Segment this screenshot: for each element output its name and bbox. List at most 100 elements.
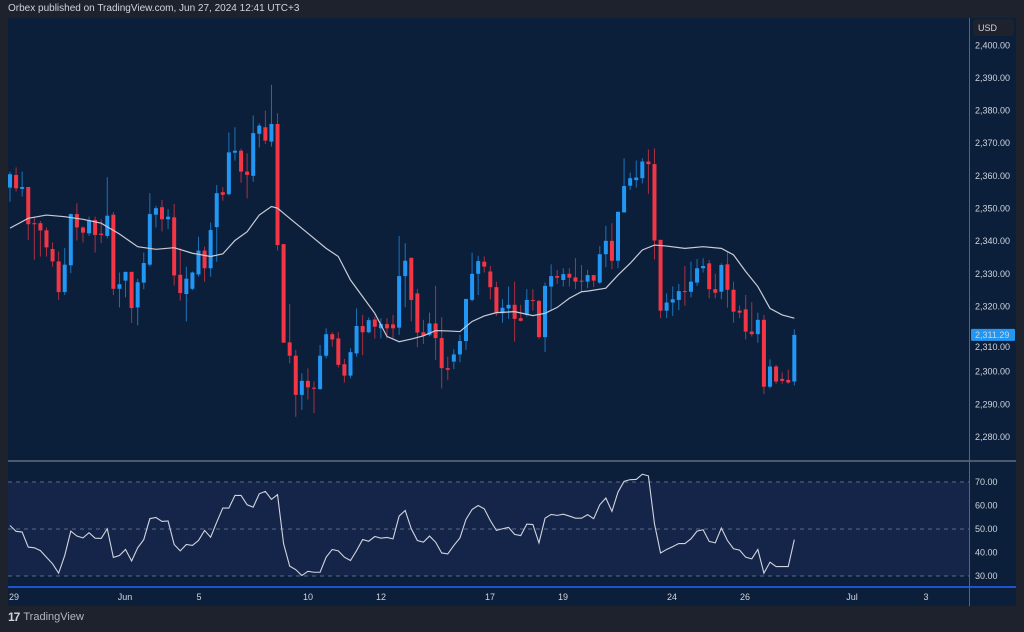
candle-body bbox=[384, 324, 389, 329]
tradingview-logo-icon[interactable]: 17 bbox=[8, 610, 20, 624]
candle bbox=[670, 286, 675, 316]
candle bbox=[202, 246, 207, 282]
candle-body bbox=[62, 264, 67, 293]
candle bbox=[251, 115, 256, 182]
candle-body bbox=[616, 211, 620, 261]
candle bbox=[324, 328, 329, 359]
candle bbox=[664, 293, 669, 319]
candle-body bbox=[348, 352, 353, 376]
candle-body bbox=[786, 379, 791, 383]
candle bbox=[646, 149, 651, 194]
candle-body bbox=[409, 257, 414, 300]
price-axis[interactable]: 2,280.00 2,290.00 2,300.00 2,310.00 2,320.00… bbox=[975, 40, 1010, 442]
candle-body bbox=[701, 265, 706, 269]
candle-body bbox=[682, 291, 687, 293]
candle bbox=[172, 203, 177, 286]
rsi-tick: 70.00 bbox=[975, 477, 998, 487]
candle-body bbox=[749, 331, 754, 335]
candle bbox=[44, 227, 49, 257]
price-tick: 2,380.00 bbox=[975, 106, 1010, 116]
candle-body bbox=[646, 161, 651, 165]
candle bbox=[135, 278, 140, 326]
candle bbox=[257, 123, 262, 148]
rsi-tick: 60.00 bbox=[975, 501, 998, 511]
candle-body bbox=[190, 272, 195, 289]
candle bbox=[445, 356, 450, 380]
candle-body bbox=[518, 318, 523, 321]
candle bbox=[731, 281, 736, 323]
candle bbox=[585, 269, 590, 289]
candle bbox=[591, 275, 596, 288]
candle-body bbox=[731, 289, 736, 312]
candle bbox=[427, 312, 432, 337]
candle-body bbox=[196, 250, 201, 275]
candle bbox=[597, 246, 602, 284]
candle bbox=[269, 84, 274, 147]
candle bbox=[470, 252, 475, 302]
candle bbox=[391, 314, 396, 339]
candle bbox=[786, 369, 791, 384]
candle-body bbox=[80, 227, 85, 233]
candle-body bbox=[56, 261, 61, 293]
candle-body bbox=[14, 174, 19, 189]
candle bbox=[536, 299, 541, 340]
candle bbox=[20, 171, 25, 197]
candle-body bbox=[500, 307, 505, 314]
time-tick: 3 bbox=[923, 592, 928, 602]
candle-body bbox=[208, 230, 213, 269]
candle-body bbox=[111, 214, 116, 289]
candle bbox=[141, 252, 146, 290]
candle bbox=[567, 268, 572, 287]
candle-body bbox=[603, 240, 608, 255]
candle bbox=[226, 132, 231, 196]
candle-body bbox=[768, 366, 772, 387]
currency-button[interactable]: USD bbox=[973, 19, 1014, 36]
candle bbox=[68, 213, 73, 274]
candle bbox=[482, 256, 487, 273]
candle bbox=[105, 177, 110, 239]
rsi-tick: 50.00 bbox=[975, 524, 998, 534]
candle bbox=[603, 225, 608, 268]
candle bbox=[616, 211, 620, 269]
candle-body bbox=[214, 193, 219, 228]
candle-body bbox=[336, 338, 341, 365]
candle bbox=[743, 295, 748, 340]
candle bbox=[299, 373, 304, 410]
candle bbox=[366, 317, 371, 334]
candle-body bbox=[105, 215, 110, 236]
candle-body bbox=[305, 380, 310, 388]
candle bbox=[196, 236, 201, 277]
rsi-tick: 40.00 bbox=[975, 548, 998, 558]
time-tick: 29 bbox=[9, 592, 19, 602]
time-tick: 19 bbox=[558, 592, 568, 602]
candle bbox=[281, 244, 286, 343]
candle bbox=[232, 127, 237, 161]
candle-body bbox=[366, 320, 371, 333]
candle bbox=[494, 281, 499, 316]
candle-body bbox=[257, 125, 262, 134]
candle-body bbox=[494, 287, 499, 314]
candle bbox=[178, 248, 183, 301]
candle bbox=[123, 271, 128, 298]
candle-body bbox=[184, 278, 189, 295]
candle bbox=[214, 185, 219, 262]
candle-body bbox=[470, 273, 475, 300]
candle bbox=[530, 289, 535, 311]
price-tick: 2,290.00 bbox=[975, 399, 1010, 409]
candle-body bbox=[397, 276, 402, 328]
candle bbox=[50, 242, 55, 267]
candle bbox=[160, 199, 164, 232]
candle-body bbox=[147, 214, 152, 265]
candle-body bbox=[166, 216, 171, 220]
time-axis[interactable]: 29 Jun 5 10 12 17 19 24 26 Jul 3 bbox=[9, 592, 929, 602]
candle-body bbox=[50, 248, 55, 262]
candle bbox=[609, 223, 614, 270]
candle bbox=[725, 251, 730, 308]
rsi-levels bbox=[8, 481, 969, 577]
brand-name[interactable]: TradingView bbox=[23, 611, 84, 623]
candle-body bbox=[530, 299, 535, 301]
currency-label[interactable]: USD bbox=[978, 23, 998, 33]
candle bbox=[166, 209, 171, 230]
candle-body bbox=[342, 364, 347, 376]
